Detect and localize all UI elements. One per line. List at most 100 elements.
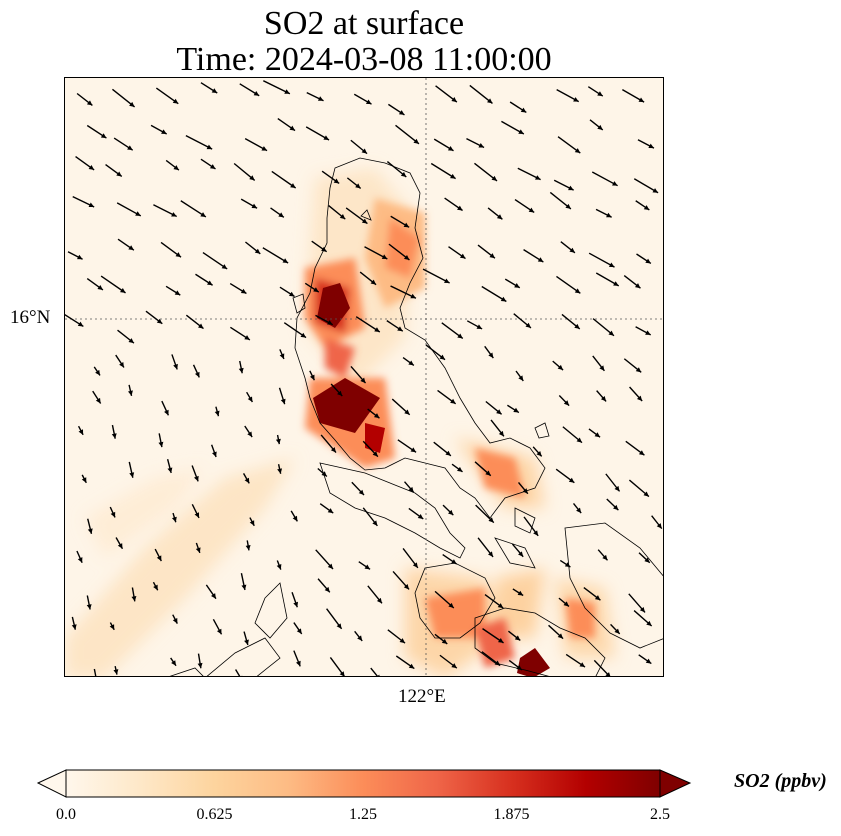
wind-arrow xyxy=(145,310,163,325)
wind-arrow xyxy=(490,419,505,437)
wind-arrow xyxy=(408,507,424,520)
wind-arrow xyxy=(596,390,607,402)
wind-arrow xyxy=(278,387,286,405)
wind-arrow xyxy=(115,537,124,550)
wind-arrow xyxy=(112,88,136,108)
wind-arrow xyxy=(362,507,378,527)
wind-arrow xyxy=(591,171,618,187)
wind-arrow xyxy=(367,408,380,419)
wind-arrow xyxy=(481,285,507,303)
wind-arrow xyxy=(439,654,458,669)
colorbar-bar xyxy=(65,769,661,798)
colorbar-extend-low xyxy=(36,769,67,798)
colorbar-label: SO2 (ppbv) xyxy=(734,770,827,792)
wind-arrow xyxy=(317,468,328,477)
wind-arrow xyxy=(508,630,521,642)
wind-arrow xyxy=(370,667,380,676)
wind-arrow xyxy=(638,654,652,665)
wind-arrow xyxy=(422,268,450,284)
wind-arrow xyxy=(152,581,159,591)
wind-arrow xyxy=(171,354,178,370)
wind-arrow xyxy=(513,313,532,329)
wind-arrow xyxy=(430,162,456,180)
wind-arrow xyxy=(245,540,251,551)
wind-arrow xyxy=(390,285,417,299)
wind-vectors xyxy=(65,80,663,676)
wind-arrow xyxy=(350,139,368,155)
wind-arrow xyxy=(86,277,104,291)
wind-arrow xyxy=(117,238,135,251)
wind-arrow xyxy=(509,101,527,114)
wind-arrow xyxy=(367,585,383,604)
wind-arrow xyxy=(158,433,164,448)
wind-arrow xyxy=(200,158,216,170)
wind-arrow xyxy=(511,543,524,558)
wind-arrow xyxy=(558,395,570,407)
wind-arrow xyxy=(484,345,494,359)
wind-arrow xyxy=(86,595,92,610)
wind-arrow xyxy=(246,391,254,403)
wind-arrow xyxy=(165,159,180,171)
wind-arrow xyxy=(557,136,581,154)
wind-arrow xyxy=(283,322,307,339)
title-line-1: SO2 at surface xyxy=(263,5,465,42)
wind-arrow xyxy=(271,170,297,189)
wind-arrow xyxy=(437,389,457,405)
wind-arrow xyxy=(192,364,200,378)
wind-arrow xyxy=(390,215,410,228)
wind-arrow xyxy=(93,366,101,376)
wind-arrow xyxy=(555,468,575,484)
wind-arrow xyxy=(229,326,251,341)
wind-arrow xyxy=(346,177,362,189)
wind-arrow xyxy=(155,87,179,105)
wind-arrow xyxy=(76,550,83,564)
wind-arrow xyxy=(589,119,604,131)
wind-arrow xyxy=(330,383,343,397)
wind-arrow xyxy=(434,590,455,609)
wind-arrow xyxy=(117,329,135,344)
wind-arrow xyxy=(633,610,653,627)
wind-arrow xyxy=(291,592,299,608)
wind-arrow xyxy=(629,386,643,402)
wind-arrow xyxy=(583,586,601,601)
wind-arrow xyxy=(477,244,496,259)
wind-arrow xyxy=(86,124,107,139)
wind-arrow xyxy=(474,162,498,182)
wind-arrow xyxy=(210,444,217,458)
wind-arrow xyxy=(507,404,520,414)
wind-arrow xyxy=(561,313,581,330)
wind-arrow xyxy=(466,137,485,149)
colorbar-tick-label: 0.625 xyxy=(196,806,233,823)
wind-arrow xyxy=(279,349,285,360)
wind-arrow xyxy=(205,584,217,600)
wind-arrow xyxy=(532,446,543,457)
wind-arrow xyxy=(556,275,581,294)
wind-arrow xyxy=(328,205,346,220)
wind-arrow xyxy=(588,428,601,438)
wind-arrow xyxy=(451,463,463,473)
wind-arrow xyxy=(354,630,363,642)
wind-arrow xyxy=(195,542,201,554)
wind-arrow xyxy=(293,622,303,635)
wind-arrow xyxy=(475,504,495,524)
wind-arrow xyxy=(72,196,95,208)
wind-arrow xyxy=(635,326,652,336)
wind-arrow xyxy=(425,344,446,361)
wind-arrow xyxy=(395,124,420,145)
wind-arrow xyxy=(161,400,170,416)
wind-arrow xyxy=(319,503,334,514)
wind-arrow xyxy=(293,650,301,667)
wind-arrow xyxy=(481,651,501,667)
wind-arrow xyxy=(469,84,493,104)
colorbar-tick-label: 0.0 xyxy=(56,806,76,823)
wind-arrow xyxy=(245,241,261,255)
map-canvas xyxy=(65,78,663,676)
wind-arrow xyxy=(595,208,612,218)
wind-arrow xyxy=(93,668,97,676)
wind-arrow xyxy=(185,314,204,330)
wind-arrow xyxy=(306,91,324,102)
wind-arrow xyxy=(240,573,247,591)
wind-arrow xyxy=(588,252,615,268)
wind-arrow xyxy=(350,365,367,384)
wind-arrow xyxy=(249,517,255,527)
